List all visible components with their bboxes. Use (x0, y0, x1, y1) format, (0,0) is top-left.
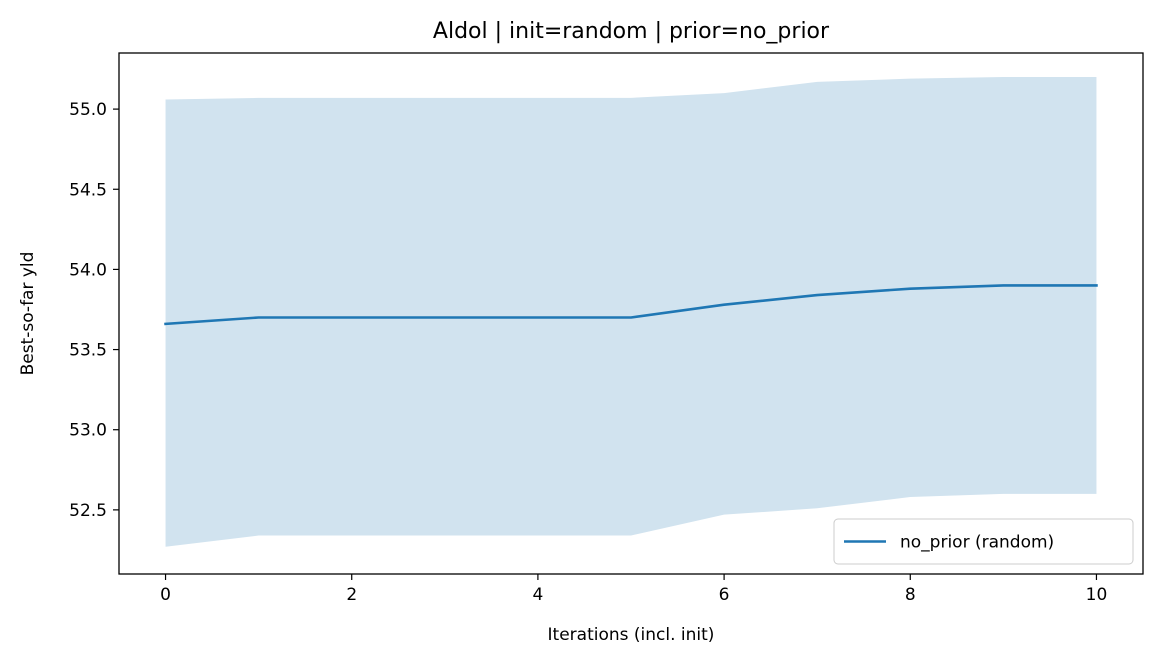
y-axis-label: Best-so-far yld (18, 252, 38, 376)
y-tick-label: 52.5 (69, 501, 107, 521)
y-tick-label: 55.0 (69, 100, 107, 120)
confidence-band-layer (165, 77, 1097, 547)
confidence-band-0 (165, 77, 1097, 547)
x-tick-label: 2 (346, 585, 357, 605)
chart-title: Aldol | init=random | prior=no_prior (433, 19, 830, 44)
legend: no_prior (random) (833, 518, 1134, 565)
y-tick-label: 53.0 (69, 421, 107, 441)
series-line-0 (164, 284, 1098, 326)
x-tick-label: 0 (160, 585, 171, 605)
x-tick-label: 10 (1086, 585, 1108, 605)
legend-entry-label: no_prior (random) (900, 533, 1054, 553)
plot-frame (118, 52, 1144, 575)
x-tick-label: 6 (719, 585, 730, 605)
x-ticks: 0 2 4 6 8 10 (160, 574, 1107, 605)
y-tick-label: 54.5 (69, 180, 107, 200)
y-tick-label: 53.5 (69, 341, 107, 361)
series-line-layer (164, 284, 1098, 326)
y-tick-label: 54.0 (69, 260, 107, 280)
x-axis-label: Iterations (incl. init) (548, 625, 715, 645)
x-tick-label: 8 (905, 585, 916, 605)
legend-box (833, 518, 1134, 565)
y-ticks: 52.5 53.0 53.5 54.0 54.5 55.0 (69, 100, 119, 521)
x-tick-label: 4 (532, 585, 543, 605)
